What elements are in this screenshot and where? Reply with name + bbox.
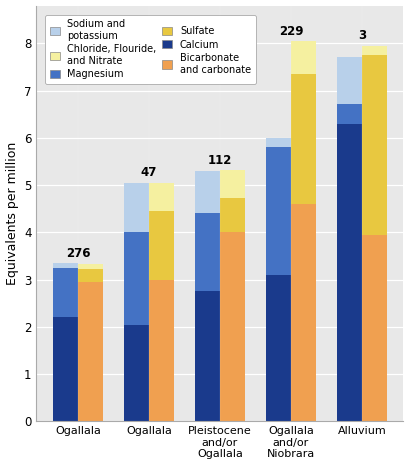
Y-axis label: Equivalents per million: Equivalents per million (6, 142, 18, 285)
Text: 3: 3 (358, 29, 366, 42)
Bar (337, 57, 362, 104)
Bar (124, 325, 149, 421)
Bar (53, 268, 78, 318)
Bar (78, 282, 103, 421)
Bar (195, 213, 220, 292)
Bar (78, 269, 103, 282)
Bar (124, 183, 149, 232)
Text: 47: 47 (141, 166, 157, 179)
Legend: Sodium and
potassium, Chloride, Flouride,
and Nitrate, Magnesium, Sulfate, Calci: Sodium and potassium, Chloride, Flouride… (45, 14, 256, 84)
Bar (291, 74, 316, 204)
Bar (53, 318, 78, 421)
Bar (195, 171, 220, 213)
Bar (149, 211, 174, 279)
Text: 229: 229 (279, 25, 303, 38)
Text: 276: 276 (66, 247, 90, 260)
Bar (362, 235, 387, 421)
Bar (362, 55, 387, 235)
Bar (337, 124, 362, 421)
Bar (53, 263, 78, 268)
Bar (220, 170, 245, 199)
Bar (362, 46, 387, 55)
Bar (266, 138, 291, 147)
Bar (291, 41, 316, 74)
Bar (149, 183, 174, 211)
Bar (220, 232, 245, 421)
Bar (220, 199, 245, 232)
Text: 112: 112 (208, 154, 232, 166)
Bar (266, 147, 291, 275)
Bar (337, 104, 362, 124)
Bar (195, 292, 220, 421)
Bar (291, 204, 316, 421)
Bar (266, 275, 291, 421)
Bar (124, 232, 149, 325)
Bar (78, 264, 103, 269)
Bar (149, 279, 174, 421)
